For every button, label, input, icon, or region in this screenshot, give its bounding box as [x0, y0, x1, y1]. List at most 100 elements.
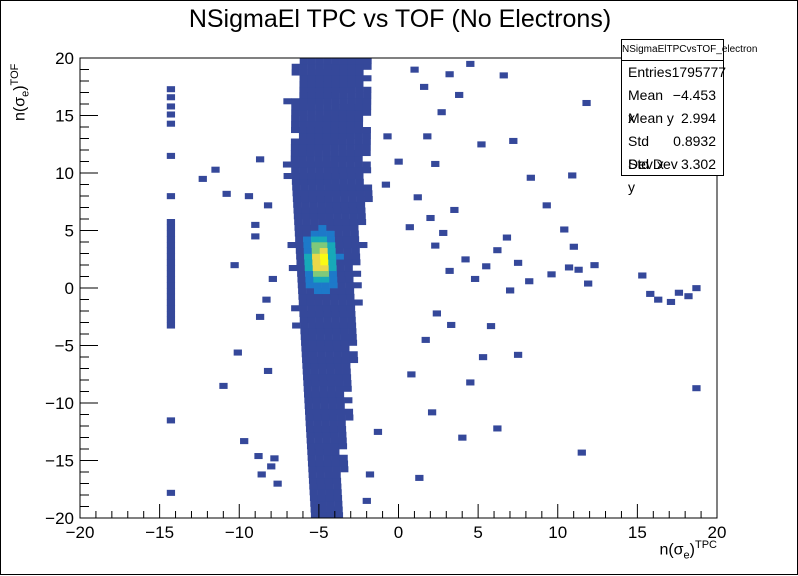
heatmap-cell [307, 178, 317, 185]
heatmap-cell [318, 230, 327, 237]
heatmap-cell [341, 345, 350, 352]
heatmap-cell [339, 311, 348, 318]
heatmap-cell [346, 127, 356, 134]
heatmap-cell [322, 127, 332, 134]
heatmap-cell [333, 351, 342, 358]
heatmap-cell [323, 69, 332, 76]
heatmap-cell [362, 144, 371, 151]
heatmap-cell [346, 155, 355, 162]
heatmap-cell [298, 144, 308, 151]
heatmap-cell [354, 144, 363, 151]
heatmap-cell [342, 374, 352, 381]
heatmap-cell [303, 380, 312, 387]
x-tick-label: 0 [394, 523, 403, 542]
heatmap-cell [304, 397, 313, 404]
heatmap-cell [347, 178, 356, 185]
heatmap-cell [320, 259, 329, 266]
heatmap-cell [331, 58, 340, 65]
heatmap-cell [307, 305, 316, 312]
heatmap-cell [321, 282, 330, 289]
heatmap-cell [293, 207, 302, 214]
heatmap-cell [166, 265, 176, 272]
heatmap-cell [323, 460, 333, 467]
heatmap-cell [325, 495, 335, 502]
heatmap-cell [355, 98, 364, 105]
heatmap-cell [355, 184, 365, 191]
heatmap-cell [315, 98, 324, 105]
heatmap-cell [303, 236, 312, 243]
heatmap-cell [302, 362, 311, 369]
heatmap-cell [309, 495, 319, 502]
heatmap-cell [345, 282, 354, 289]
heatmap-cell [330, 443, 340, 450]
heatmap-cell [298, 155, 307, 162]
stats-value: −4.453 [672, 87, 716, 103]
heatmap-cell [301, 201, 310, 208]
heatmap-cell [318, 219, 327, 226]
heatmap-cell [330, 293, 339, 300]
heatmap-cell [332, 184, 341, 191]
heatmap-cell [355, 63, 364, 70]
heatmap-cell [347, 184, 357, 191]
heatmap-cell [325, 207, 334, 214]
heatmap-cell [505, 287, 515, 294]
heatmap-cell [339, 460, 349, 467]
heatmap-cell [166, 236, 176, 243]
heatmap-cell [322, 437, 331, 444]
heatmap-cell [319, 247, 328, 254]
heatmap-cell [336, 259, 345, 266]
heatmap-cell [337, 282, 346, 289]
heatmap-cell [307, 69, 316, 76]
heatmap-cell [291, 63, 300, 70]
heatmap-cell [307, 81, 316, 88]
heatmap-cell [477, 141, 486, 148]
heatmap-cell [356, 196, 365, 203]
heatmap-cell [343, 247, 352, 254]
heatmap-cell [351, 253, 361, 260]
heatmap-cell [255, 313, 265, 320]
heatmap-cell [311, 391, 321, 398]
heatmap-cell [336, 265, 345, 272]
heatmap-cell [313, 426, 323, 433]
heatmap-cell [317, 495, 327, 502]
heatmap-cell [329, 288, 339, 295]
heatmap-cell [166, 230, 176, 237]
heatmap-cell [302, 368, 311, 375]
heatmap-cell [413, 194, 422, 201]
heatmap-cell [318, 362, 327, 369]
heatmap-cell [328, 403, 337, 410]
heatmap-cell [304, 253, 313, 260]
heatmap-cell [300, 190, 309, 197]
heatmap-cell [321, 426, 331, 433]
heatmap-cell [363, 63, 372, 70]
heatmap-cell [291, 104, 300, 111]
heatmap-cell [349, 213, 358, 220]
heatmap-cell [346, 144, 355, 151]
heatmap-cell [341, 219, 351, 226]
heatmap-cell [329, 420, 338, 427]
heatmap-cell [327, 242, 336, 249]
heatmap-cell [478, 354, 488, 361]
heatmap-cell [307, 109, 316, 116]
heatmap-cell [305, 426, 315, 433]
heatmap-cell [363, 92, 372, 99]
heatmap-cell [654, 296, 663, 303]
heatmap-cell [323, 75, 332, 82]
heatmap-cell [331, 69, 340, 76]
heatmap-cell [222, 190, 231, 197]
stats-label: Entries [628, 64, 672, 80]
heatmap-cell [299, 86, 308, 93]
heatmap-cell [339, 92, 348, 99]
heatmap-cell [347, 69, 356, 76]
heatmap-cell [166, 311, 176, 318]
heatmap-cell [331, 104, 340, 111]
heatmap-cell [321, 414, 330, 421]
heatmap-cell [308, 328, 317, 335]
heatmap-cell [306, 155, 315, 162]
heatmap-cell [324, 466, 333, 473]
heatmap-cell [319, 380, 328, 387]
heatmap-cell [354, 155, 363, 162]
heatmap-cell [362, 497, 371, 504]
heatmap-cell [307, 460, 317, 467]
heatmap-cell [310, 368, 319, 375]
